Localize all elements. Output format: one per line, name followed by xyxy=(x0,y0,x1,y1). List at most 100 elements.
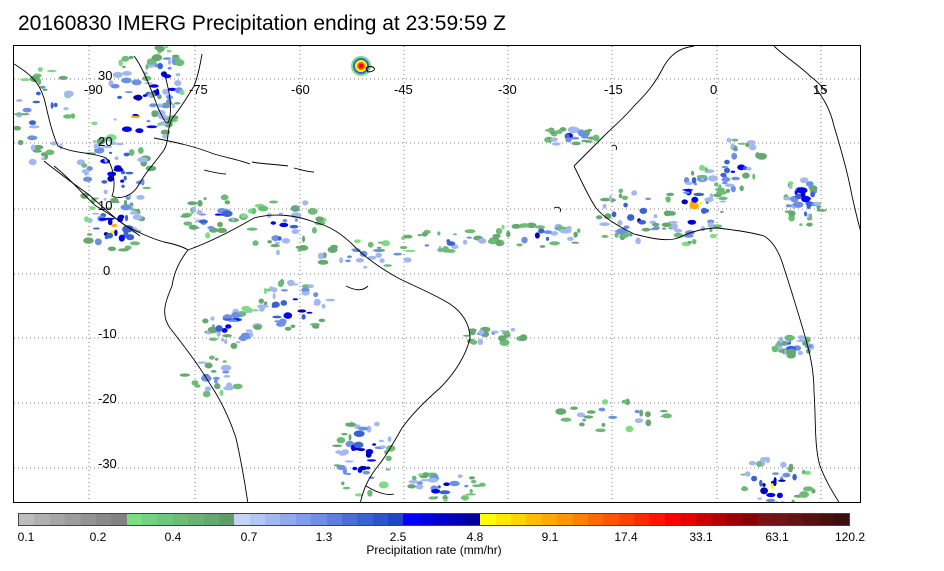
precip-cell xyxy=(103,189,108,195)
precip-cell xyxy=(573,231,578,238)
precip-cell xyxy=(602,399,609,405)
colorbar-segment xyxy=(357,514,373,525)
precip-cell xyxy=(63,114,73,119)
precip-cell xyxy=(550,137,558,142)
precip-cell xyxy=(625,425,634,433)
precip-cell xyxy=(596,215,603,220)
precip-cell xyxy=(232,383,243,390)
precip-cell xyxy=(579,422,585,427)
precip-cell xyxy=(355,258,364,263)
precip-cell xyxy=(468,476,475,480)
precip-cell xyxy=(122,65,126,68)
colorbar-segment xyxy=(326,514,342,525)
precip-cell xyxy=(111,224,118,227)
precip-cell xyxy=(510,327,516,332)
colorbar-segment xyxy=(726,514,742,525)
precip-cell xyxy=(810,191,815,198)
precip-cell xyxy=(197,200,203,207)
precip-cell xyxy=(617,220,623,226)
precip-cell xyxy=(547,137,551,140)
precip-cell xyxy=(557,226,567,230)
precip-cell xyxy=(166,98,172,105)
precip-cell xyxy=(122,71,132,76)
precip-cell xyxy=(292,298,298,301)
precip-cell xyxy=(621,195,629,200)
coastline-africa xyxy=(573,46,695,167)
precip-cell xyxy=(478,329,485,335)
precip-cell xyxy=(240,213,248,219)
colorbar-segment xyxy=(526,514,542,525)
colorbar-segment xyxy=(680,514,696,525)
precip-cell xyxy=(342,486,351,490)
precip-cell xyxy=(282,219,288,223)
precip-cell xyxy=(470,479,477,484)
precip-cell xyxy=(45,149,55,156)
precip-cell xyxy=(638,220,647,225)
precip-cell xyxy=(47,69,57,73)
precip-cell xyxy=(809,185,818,192)
precip-cell xyxy=(719,200,727,203)
precip-cell xyxy=(453,233,457,236)
precip-cell xyxy=(788,469,793,473)
precip-cell xyxy=(431,489,441,494)
precip-cell xyxy=(653,214,658,219)
precip-cell xyxy=(107,218,113,226)
precip-cell xyxy=(662,227,667,230)
precip-cell xyxy=(477,338,484,345)
precip-cell xyxy=(415,484,424,490)
precip-cell xyxy=(380,445,386,449)
precip-cell xyxy=(172,103,176,109)
precip-cell xyxy=(216,227,227,234)
colorbar-segment xyxy=(664,514,681,525)
precip-cell xyxy=(560,417,572,422)
precip-cell xyxy=(160,71,168,77)
precip-cell xyxy=(621,399,628,404)
precip-cell xyxy=(96,138,106,145)
precip-cell xyxy=(744,471,751,477)
colorbar-segment xyxy=(449,514,465,525)
precip-cell xyxy=(94,238,102,246)
coastline-south-america xyxy=(187,214,471,502)
precip-cell xyxy=(582,418,587,422)
precip-cell xyxy=(534,225,546,229)
precip-cell xyxy=(742,172,750,179)
colorbar-tick: 2.5 xyxy=(389,530,407,544)
precip-cell xyxy=(691,170,695,176)
precip-cell xyxy=(231,217,235,222)
precip-cell xyxy=(373,249,382,252)
colorbar-segment xyxy=(511,514,527,525)
precip-cell xyxy=(699,164,705,171)
precip-cell xyxy=(280,289,288,292)
precip-cell xyxy=(301,287,310,292)
precip-cell xyxy=(253,324,262,331)
precip-cell xyxy=(367,241,374,248)
precip-cell xyxy=(115,142,124,146)
precip-cell xyxy=(106,232,114,239)
precip-cell xyxy=(92,212,100,215)
precip-cell xyxy=(348,434,352,441)
precip-cell xyxy=(634,418,644,424)
lon-label-0: 0 xyxy=(710,82,718,97)
precip-cell xyxy=(691,239,697,245)
colorbar-segment xyxy=(341,514,358,525)
precip-cell xyxy=(545,128,554,132)
precip-cell xyxy=(421,232,428,237)
precip-cell xyxy=(63,90,74,98)
precip-cell xyxy=(466,236,473,239)
precip-cell xyxy=(202,318,209,324)
precip-cell xyxy=(156,46,165,52)
precip-cell xyxy=(383,264,393,267)
precip-cell xyxy=(724,183,735,187)
precip-cell xyxy=(341,449,349,455)
precip-cell xyxy=(112,71,123,78)
colorbar-segment xyxy=(787,514,804,525)
precip-cell xyxy=(704,197,714,203)
precip-cell xyxy=(427,477,439,483)
colorbar-tick: 0.7 xyxy=(240,530,258,544)
precip-cell xyxy=(135,128,144,134)
precip-cell xyxy=(683,191,690,194)
precip-cell xyxy=(91,121,98,126)
precip-cell xyxy=(771,345,779,353)
precip-cell xyxy=(772,472,779,475)
precip-cell xyxy=(156,103,163,108)
